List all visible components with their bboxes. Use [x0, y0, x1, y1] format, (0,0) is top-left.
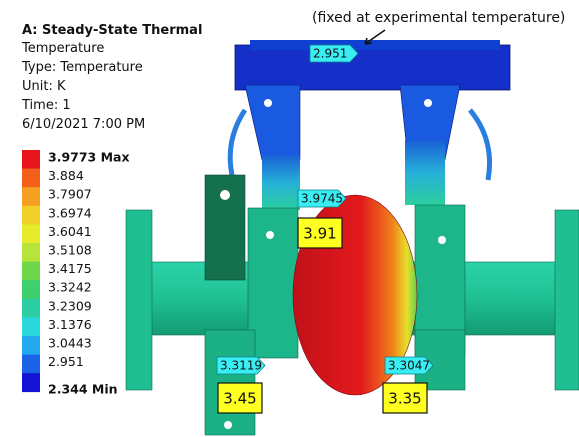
probe-value: 2.951: [313, 47, 347, 61]
header-line: Time: 1: [21, 98, 71, 113]
legend-swatch: [22, 262, 40, 281]
header-lines: Temperature Type: Temperature Unit: K Time:…: [21, 41, 145, 132]
legend-label: 2.951: [48, 354, 84, 369]
legend-label: 2.344 Min: [48, 381, 118, 396]
legend-label: 3.884: [48, 168, 84, 183]
legend-label: 3.7907: [48, 187, 92, 202]
legend-label: 3.1376: [48, 317, 92, 332]
legend-swatch: [22, 150, 40, 169]
legend-swatch: [22, 336, 40, 355]
legend-swatch: [22, 317, 40, 336]
legend-swatch: [22, 169, 40, 188]
header-line: Temperature: [21, 41, 104, 56]
legend-swatch: [22, 206, 40, 225]
screenshot: A: Steady-State Thermal Temperature Type:…: [0, 0, 579, 437]
header-line: Unit: K: [22, 79, 66, 94]
measured-value: 3.91: [303, 225, 336, 243]
annotation: (fixed at experimental temperature): [312, 10, 565, 26]
model: [126, 40, 579, 435]
probe-value: 3.9745: [301, 192, 343, 206]
probe-value: 3.3119: [220, 359, 262, 373]
legend-label: 3.2309: [48, 298, 92, 313]
title: A: Steady-State Thermal: [22, 23, 202, 38]
legend-label: 3.9773 Max: [48, 150, 130, 165]
legend-label: 3.0443: [48, 336, 92, 351]
measured-value: 3.45: [223, 390, 256, 408]
legend-swatch: [22, 280, 40, 299]
header-line: 6/10/2021 7:00 PM: [22, 117, 145, 132]
legend-label: 3.6974: [48, 205, 92, 220]
legend-label: 3.4175: [48, 261, 92, 276]
probe-value: 3.3047: [388, 359, 430, 373]
legend-swatch: [22, 243, 40, 262]
header-line: Type: Temperature: [21, 60, 143, 75]
legend-label: 3.5108: [48, 243, 92, 258]
legend-swatch: [22, 355, 40, 374]
measured-value: 3.35: [388, 390, 421, 408]
legend-swatch: [22, 187, 40, 206]
legend: 3.9773 Max 3.884 3.7907 3.6974 3.6041 3.5108 3…: [22, 150, 130, 397]
legend-swatch: [22, 224, 40, 243]
legend-label: 3.3242: [48, 280, 92, 295]
legend-swatch: [22, 299, 40, 318]
legend-label: 3.6041: [48, 224, 92, 239]
legend-swatch: [22, 373, 40, 392]
